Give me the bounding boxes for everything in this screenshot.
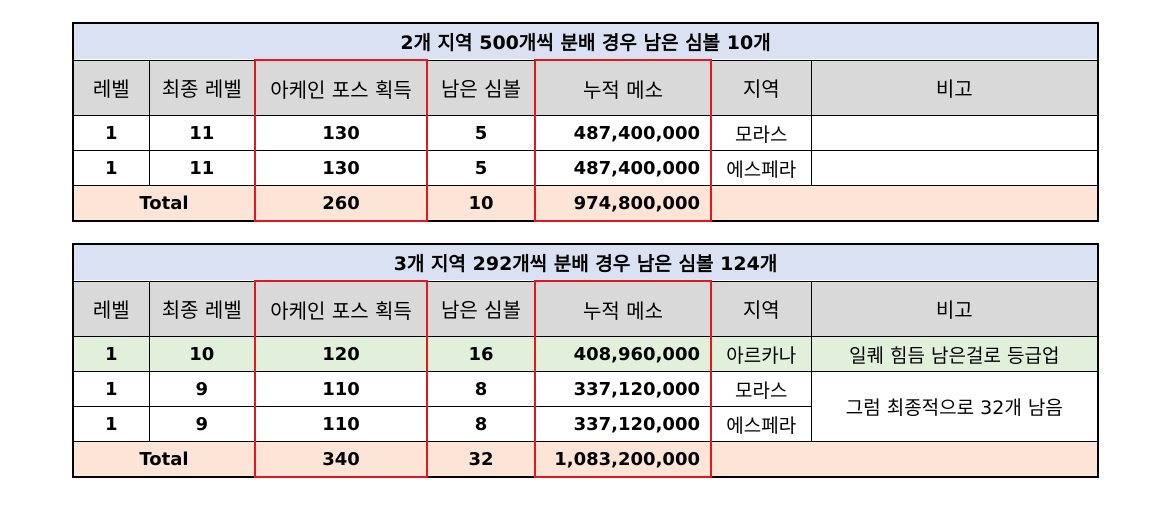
table-title[interactable]: 2개 지역 500개씩 분배 경우 남은 심볼 10개: [72, 22, 1099, 61]
total-row: Total 260 10 974,800,000: [72, 185, 1099, 222]
header-cumulative-meso[interactable]: 누적 메소: [534, 280, 712, 337]
cell-cumulative-meso[interactable]: 487,400,000: [534, 150, 712, 186]
cell-region[interactable]: 에스페라: [710, 406, 812, 442]
cell-region[interactable]: 에스페라: [710, 150, 812, 186]
cell-final-level[interactable]: 11: [148, 150, 256, 186]
cell-region[interactable]: 모라스: [710, 371, 812, 407]
total-empty-cell[interactable]: [710, 441, 1099, 478]
header-remaining-symbols[interactable]: 남은 심볼: [426, 280, 536, 337]
total-remaining-symbols[interactable]: 10: [426, 185, 536, 222]
header-note[interactable]: 비고: [810, 59, 1099, 116]
distribution-table-3-regions: 3개 지역 292개씩 분배 경우 남은 심볼 124개 레벨 최종 레벨 아케…: [72, 243, 1100, 478]
table-title-row: 3개 지역 292개씩 분배 경우 남은 심볼 124개: [72, 243, 1099, 282]
total-remaining-symbols[interactable]: 32: [426, 441, 536, 478]
header-remaining-symbols[interactable]: 남은 심볼: [426, 59, 536, 116]
cell-note[interactable]: [810, 115, 1099, 151]
cell-level[interactable]: 1: [72, 336, 150, 372]
header-region[interactable]: 지역: [710, 59, 812, 116]
cell-final-level[interactable]: 11: [148, 115, 256, 151]
cell-arcane-force[interactable]: 130: [254, 150, 428, 186]
cell-final-level[interactable]: 9: [148, 371, 256, 407]
table-title-row: 2개 지역 500개씩 분배 경우 남은 심볼 10개: [72, 22, 1099, 61]
total-row: Total 340 32 1,083,200,000: [72, 441, 1099, 478]
header-row: 레벨 최종 레벨 아케인 포스 획득 남은 심볼 누적 메소 지역 비고: [72, 59, 1099, 116]
cell-level[interactable]: 1: [72, 371, 150, 407]
table-row: 1 9 110 8 337,120,000 모라스 그럼 최종적으로 32개 남…: [72, 371, 1099, 442]
header-level[interactable]: 레벨: [72, 59, 150, 116]
total-arcane-force[interactable]: 260: [254, 185, 428, 222]
table-title[interactable]: 3개 지역 292개씩 분배 경우 남은 심볼 124개: [72, 243, 1099, 282]
cell-arcane-force[interactable]: 110: [254, 406, 428, 442]
cell-remaining-symbols[interactable]: 8: [426, 371, 536, 407]
header-final-level[interactable]: 최종 레벨: [148, 59, 256, 116]
cell-note-merged[interactable]: 그럼 최종적으로 32개 남음: [810, 371, 1099, 442]
header-level[interactable]: 레벨: [72, 280, 150, 337]
cell-arcane-force[interactable]: 110: [254, 371, 428, 407]
header-note[interactable]: 비고: [810, 280, 1099, 337]
total-label[interactable]: Total: [72, 441, 256, 478]
table-row: 1 10 120 16 408,960,000 아르카나 일퀘 힘듬 남은걸로 …: [72, 336, 1099, 372]
cell-note[interactable]: [810, 150, 1099, 186]
table-row: 1 11 130 5 487,400,000 모라스: [72, 115, 1099, 151]
cell-arcane-force[interactable]: 130: [254, 115, 428, 151]
cell-arcane-force[interactable]: 120: [254, 336, 428, 372]
cell-region[interactable]: 모라스: [710, 115, 812, 151]
header-row: 레벨 최종 레벨 아케인 포스 획득 남은 심볼 누적 메소 지역 비고: [72, 280, 1099, 337]
table-row: 1 9 110 8 337,120,000 에스페라: [72, 406, 1098, 442]
table-row: 1 11 130 5 487,400,000 에스페라: [72, 150, 1099, 186]
total-cumulative-meso[interactable]: 1,083,200,000: [534, 441, 712, 478]
cell-level[interactable]: 1: [72, 406, 150, 442]
cell-region[interactable]: 아르카나: [710, 336, 812, 372]
distribution-table-2-regions: 2개 지역 500개씩 분배 경우 남은 심볼 10개 레벨 최종 레벨 아케인…: [72, 22, 1100, 222]
cell-remaining-symbols[interactable]: 5: [426, 150, 536, 186]
cell-final-level[interactable]: 10: [148, 336, 256, 372]
header-final-level[interactable]: 최종 레벨: [148, 280, 256, 337]
cell-cumulative-meso[interactable]: 337,120,000: [534, 406, 712, 442]
header-arcane-force[interactable]: 아케인 포스 획득: [254, 280, 428, 337]
header-arcane-force[interactable]: 아케인 포스 획득: [254, 59, 428, 116]
cell-final-level[interactable]: 9: [148, 406, 256, 442]
cell-cumulative-meso[interactable]: 487,400,000: [534, 115, 712, 151]
total-cumulative-meso[interactable]: 974,800,000: [534, 185, 712, 222]
cell-remaining-symbols[interactable]: 8: [426, 406, 536, 442]
cell-level[interactable]: 1: [72, 150, 150, 186]
total-empty-cell[interactable]: [710, 185, 1099, 222]
header-region[interactable]: 지역: [710, 280, 812, 337]
cell-level[interactable]: 1: [72, 115, 150, 151]
total-label[interactable]: Total: [72, 185, 256, 222]
cell-remaining-symbols[interactable]: 5: [426, 115, 536, 151]
header-cumulative-meso[interactable]: 누적 메소: [534, 59, 712, 116]
total-arcane-force[interactable]: 340: [254, 441, 428, 478]
cell-remaining-symbols[interactable]: 16: [426, 336, 536, 372]
cell-cumulative-meso[interactable]: 408,960,000: [534, 336, 712, 372]
cell-cumulative-meso[interactable]: 337,120,000: [534, 371, 712, 407]
cell-note[interactable]: 일퀘 힘듬 남은걸로 등급업: [810, 336, 1099, 372]
